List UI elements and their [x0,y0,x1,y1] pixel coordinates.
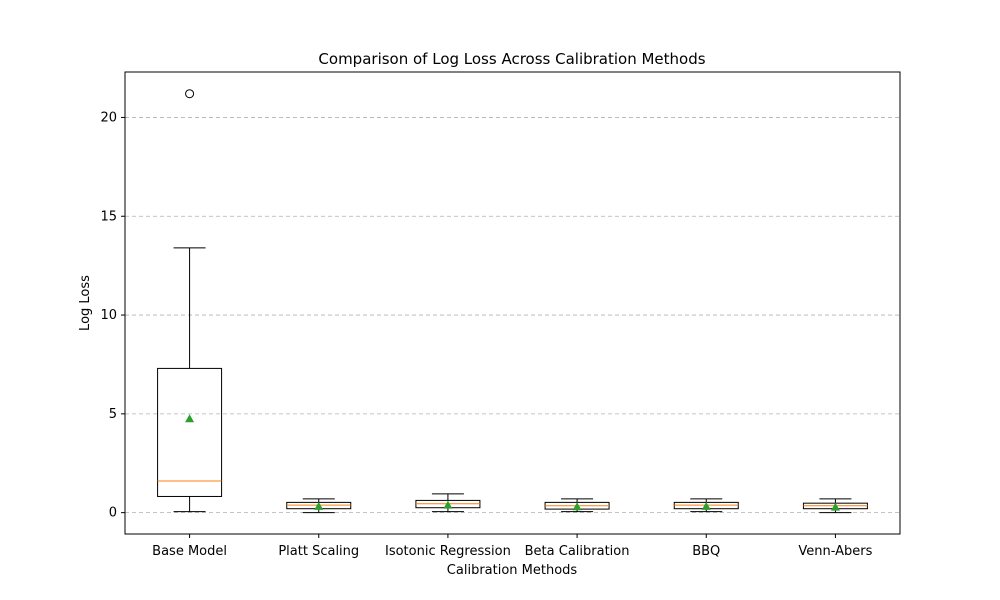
x-tick-label: Isotonic Regression [385,544,511,559]
y-tick-label: 20 [100,110,117,125]
box-group [157,89,223,513]
x-tick-label: Beta Calibration [525,544,630,559]
box-group [673,498,739,513]
x-tick-label: BBQ [692,544,720,559]
box [157,367,223,497]
box-group [415,493,481,513]
plot-area [124,71,901,535]
x-axis-label: Calibration Methods [447,563,578,578]
mean-marker [701,501,711,510]
y-axis: 0 5 10 15 20 [100,110,125,521]
boxes [157,89,868,514]
box-group [802,498,868,514]
y-tick-label: 10 [100,308,117,323]
y-tick-label: 0 [109,506,117,521]
x-axis: Base Model Platt Scaling Isotonic Regressi… [152,534,873,559]
chart-title: Comparison of Log Loss Across Calibratio… [318,50,705,68]
mean-marker [572,502,582,511]
y-tick-label: 5 [109,407,117,422]
mean-marker [185,414,195,423]
x-tick-label: Base Model [152,544,227,559]
x-tick-label: Platt Scaling [278,544,359,559]
grid-lines [125,117,900,514]
box-group [286,498,352,514]
mean-marker [830,502,840,511]
y-tick-label: 15 [100,209,117,224]
mean-marker [314,501,324,510]
mean-marker [443,500,453,509]
x-tick-label: Venn-Abers [798,544,872,559]
outlier-point [185,89,195,99]
box-group [544,498,610,513]
y-axis-label: Log Loss [78,275,93,331]
